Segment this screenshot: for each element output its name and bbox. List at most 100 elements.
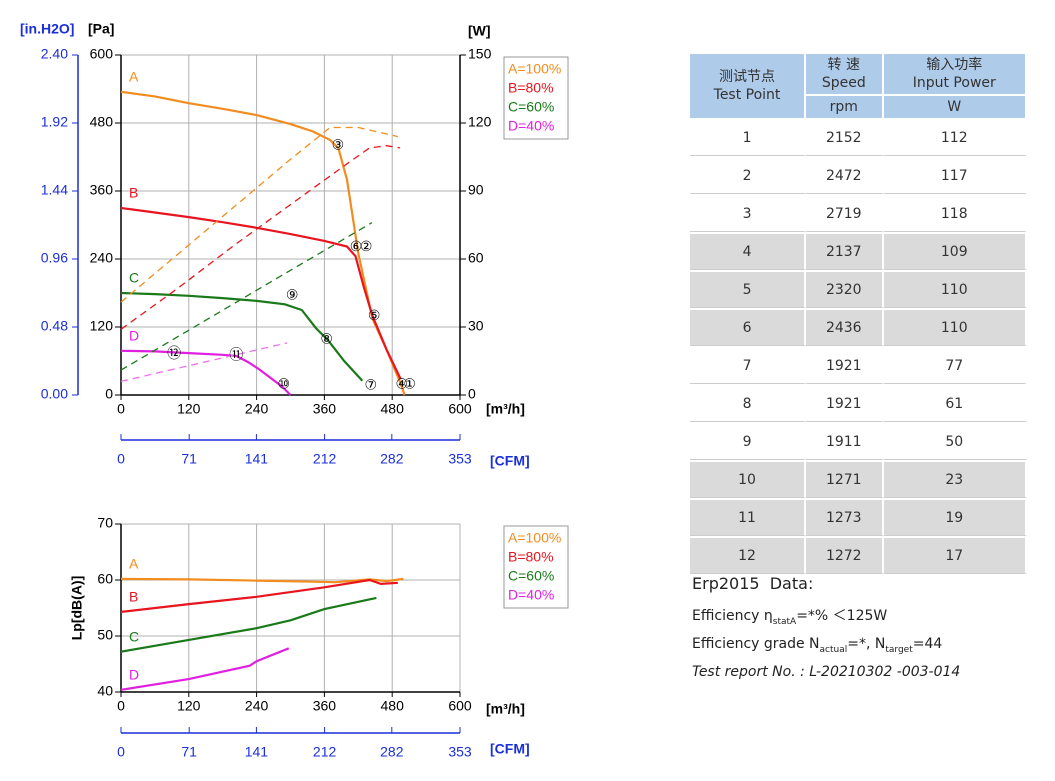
table-cell: 2152 xyxy=(806,120,884,156)
table-cell: 118 xyxy=(883,196,1027,232)
subscript: actual xyxy=(819,644,848,655)
table-row: 10 1271 23 xyxy=(690,462,1027,498)
table-cell: 2 xyxy=(690,158,807,194)
x2-tick-label: 282 xyxy=(380,451,404,467)
y-tick-label: 50 xyxy=(97,627,113,643)
x2-axis-label: [CFM] xyxy=(490,453,530,469)
x-tick-label: 120 xyxy=(177,401,201,417)
table-row: 11 1273 19 xyxy=(690,500,1027,536)
legend-entry: D=40% xyxy=(508,587,554,603)
point-marker: ⑫ xyxy=(167,345,181,361)
point-marker: ⑨ xyxy=(286,287,299,303)
x2-tick-label: 212 xyxy=(313,744,337,760)
table-cell: 1911 xyxy=(806,424,884,460)
curve-label: C xyxy=(129,270,139,286)
alt-tick-label: 0.96 xyxy=(41,250,68,266)
curve xyxy=(120,578,398,613)
alt-tick-label: 2.40 xyxy=(41,46,68,62)
alt-tick-label: 0.00 xyxy=(41,386,68,402)
table-cell: 2472 xyxy=(806,158,884,194)
y-tick-label: 60 xyxy=(97,571,113,587)
legend-entry: C=60% xyxy=(508,568,554,584)
curve-label: C xyxy=(129,628,139,644)
text: =*, N xyxy=(847,636,886,652)
table-cell: 12 xyxy=(690,538,807,574)
header-text: Speed xyxy=(821,75,866,91)
table-row: 12 1272 17 xyxy=(690,538,1027,574)
x2-tick-label: 212 xyxy=(313,451,337,467)
table-row: 8 1921 61 xyxy=(690,386,1027,422)
curve-label: D xyxy=(129,328,139,344)
x2-axis-label: [CFM] xyxy=(490,741,530,757)
table-cell: 117 xyxy=(883,158,1027,194)
x-axis-label: [m³/h] xyxy=(486,401,525,417)
header-text: 转 速 xyxy=(827,57,860,73)
erp-efficiency: Efficiency ηstatA=*% ＜125W xyxy=(692,602,960,630)
table-cell: 2137 xyxy=(806,234,884,270)
x2-tick-label: 71 xyxy=(181,451,197,467)
unit-cell: rpm xyxy=(806,96,884,118)
table-cell: 1921 xyxy=(806,348,884,384)
table-cell: 112 xyxy=(883,120,1027,156)
table-cell: 23 xyxy=(883,462,1027,498)
y2-axis-label: [W] xyxy=(468,23,491,39)
table-row: 7 1921 77 xyxy=(690,348,1027,384)
power-curve xyxy=(120,145,401,330)
table-cell: 2436 xyxy=(806,310,884,346)
table-cell: 109 xyxy=(883,234,1027,270)
table-cell: 1272 xyxy=(806,538,884,574)
header-text: 输入功率 xyxy=(926,57,983,73)
alt-tick-label: 0.48 xyxy=(41,318,68,334)
y-tick-label: 40 xyxy=(97,683,113,699)
header-text: 测试节点 xyxy=(719,69,776,85)
text: Efficiency η xyxy=(692,608,773,624)
legend-entry: A=100% xyxy=(508,530,561,546)
x-tick-label: 0 xyxy=(117,401,125,417)
x2-tick-label: 71 xyxy=(181,744,197,760)
y-tick-label: 120 xyxy=(90,318,114,334)
erp-block: Erp2015 Data: Efficiency ηstatA=*% ＜125W… xyxy=(692,566,960,686)
x-tick-label: 360 xyxy=(313,401,337,417)
x-tick-label: 480 xyxy=(381,698,405,714)
alt-tick-label: 1.92 xyxy=(41,114,68,130)
erp-title: Erp2015 Data: xyxy=(692,574,814,593)
table-row: 5 2320 110 xyxy=(690,272,1027,308)
unit-cell: W xyxy=(883,96,1027,118)
curve-label: A xyxy=(129,69,139,85)
table-row: 4 2137 109 xyxy=(690,234,1027,270)
power-curve xyxy=(120,342,288,383)
table-cell: 50 xyxy=(883,424,1027,460)
point-marker: ⑪ xyxy=(229,347,243,363)
point-marker: ⑥ xyxy=(350,238,363,254)
curve xyxy=(120,577,404,584)
y-tick-label: 360 xyxy=(90,182,114,198)
legend-entry: B=80% xyxy=(508,80,554,96)
x-axis-label: [m³/h] xyxy=(486,701,525,717)
alt-axis-label: [in.H2O] xyxy=(20,21,74,37)
test-table: 测试节点 Test Point 转 速 Speed 输入功率 Input Power … xyxy=(690,52,1027,576)
table-row: 1 2152 112 xyxy=(690,120,1027,156)
text: =44 xyxy=(912,636,943,652)
y-tick-label: 0 xyxy=(105,386,113,402)
header-cell: 测试节点 Test Point xyxy=(690,54,807,118)
erp-report: Test report No. : L-20210302 -003-014 xyxy=(692,664,961,680)
table-cell: 7 xyxy=(690,348,807,384)
table-cell: 3 xyxy=(690,196,807,232)
y-axis-label: Lp[dB(A)] xyxy=(69,576,85,641)
power-curve xyxy=(120,222,373,371)
header-text: Test Point xyxy=(713,87,781,103)
x-tick-label: 360 xyxy=(313,698,337,714)
legend-box xyxy=(503,525,569,609)
x-tick-label: 240 xyxy=(245,401,269,417)
table-cell: 2320 xyxy=(806,272,884,308)
y-tick-label: 70 xyxy=(97,515,113,531)
table-cell: 8 xyxy=(690,386,807,422)
table-cell: 4 xyxy=(690,234,807,270)
point-marker: ⑩ xyxy=(277,376,290,392)
table-cell: 11 xyxy=(690,500,807,536)
point-marker: ② xyxy=(360,238,373,254)
table-cell: 110 xyxy=(883,310,1027,346)
x2-tick-label: 141 xyxy=(245,451,269,467)
